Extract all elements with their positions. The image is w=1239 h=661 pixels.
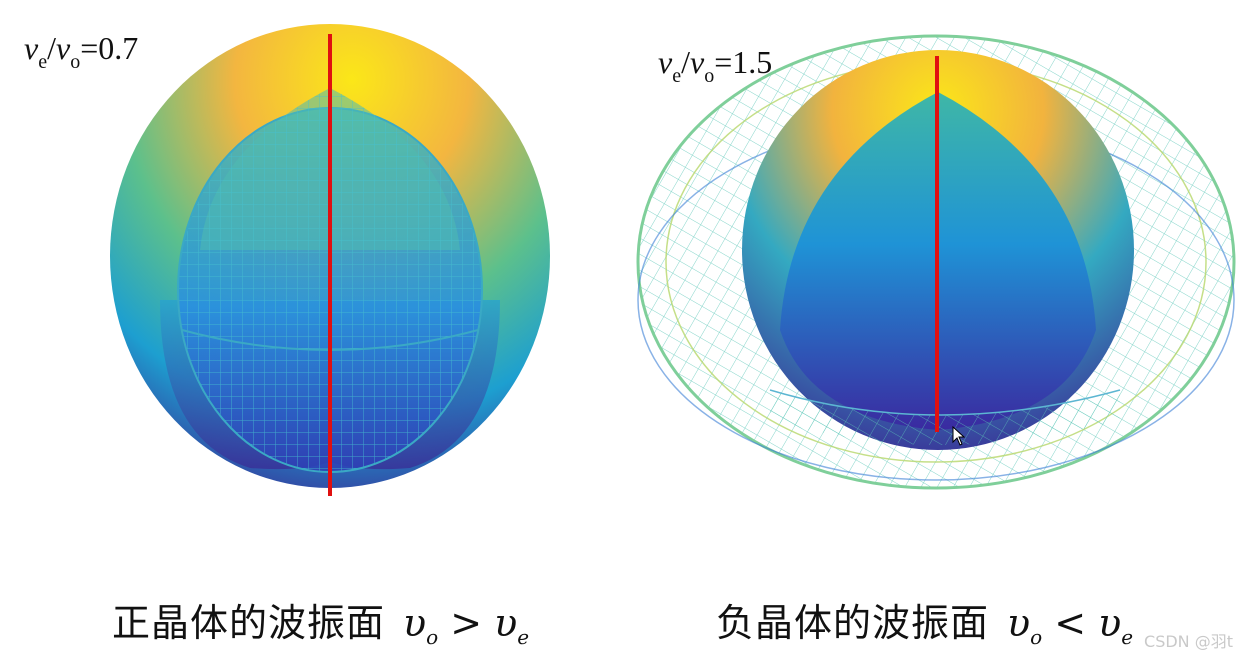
mouse-cursor-icon xyxy=(952,426,966,446)
watermark: CSDN @羽t xyxy=(1144,632,1233,651)
right-wavefront-svg xyxy=(636,34,1236,490)
ratio-label-left: ve/vo=0.7 xyxy=(24,30,139,73)
caption-negative-crystal: 负晶体的波振面 υo < υe xyxy=(716,601,1134,649)
ratio-label-right: ve/vo=1.5 xyxy=(658,44,773,87)
lower-mesh-band xyxy=(769,389,1121,445)
left-wavefront-svg xyxy=(110,24,550,496)
right-wavefront-diagram xyxy=(620,0,1239,540)
caption-positive-crystal: 正晶体的波振面 υo > υe xyxy=(112,601,530,649)
left-wavefront-diagram xyxy=(0,0,620,540)
